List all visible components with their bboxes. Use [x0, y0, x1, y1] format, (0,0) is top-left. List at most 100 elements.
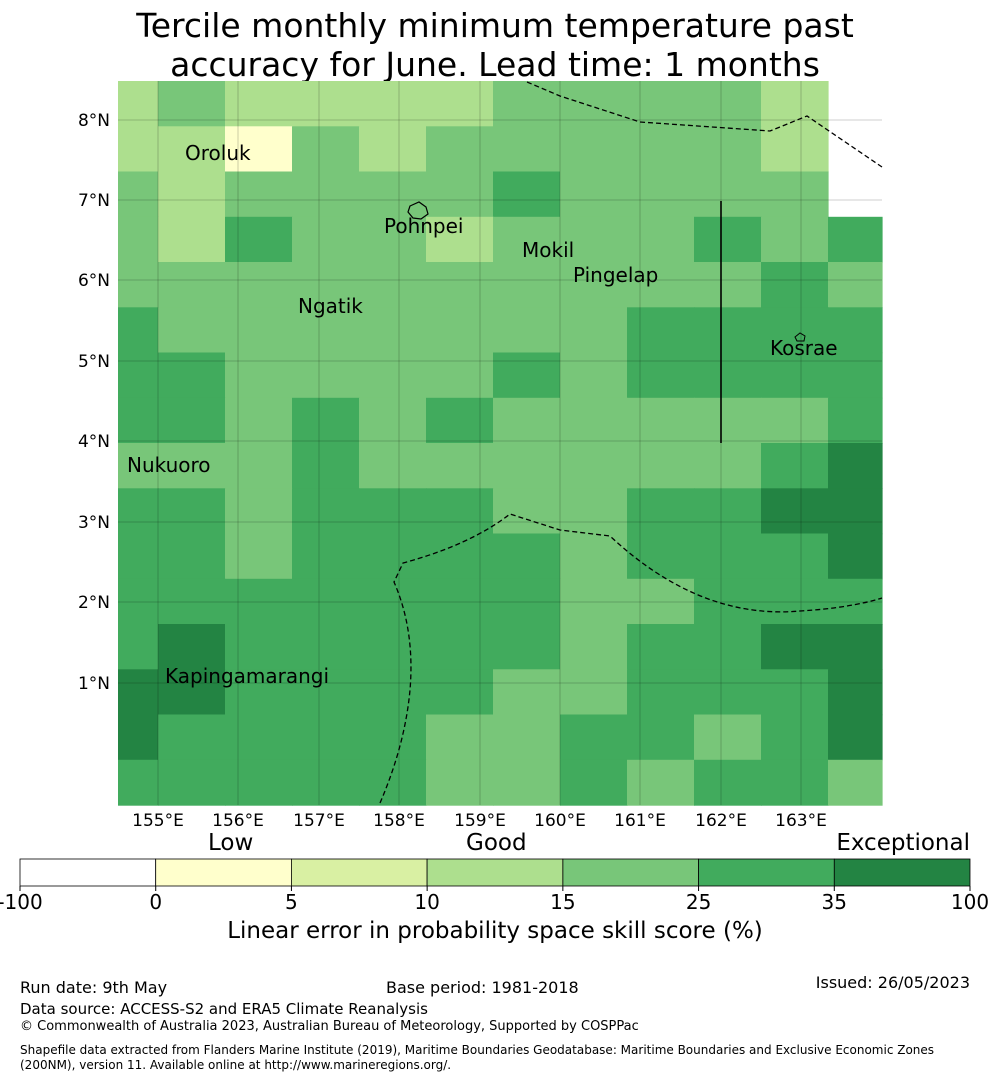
grid-cell	[493, 397, 561, 444]
grid-cell	[292, 81, 360, 127]
colorbar-segment	[562, 858, 700, 887]
grid-cell	[292, 352, 360, 399]
grid-cell	[627, 533, 695, 580]
grid-cell	[627, 307, 695, 354]
grid-cell	[761, 578, 829, 625]
base-period: Base period: 1981-2018	[386, 978, 579, 997]
grid-cell	[627, 262, 695, 308]
grid-cell	[158, 488, 226, 535]
grid-cell	[761, 759, 829, 806]
grid-cell	[493, 81, 561, 127]
grid-cell	[694, 81, 762, 127]
grid-cell	[292, 216, 360, 263]
grid-cell	[694, 624, 762, 670]
grid-cell	[560, 262, 628, 308]
grid-cell	[118, 171, 159, 218]
grid-cell	[426, 714, 494, 761]
grid-cell	[158, 714, 226, 761]
lon-tick-label: 157°E	[293, 811, 345, 831]
grid-cell	[292, 578, 360, 625]
latitude-labels: 8°N 7°N 6°N 5°N 4°N 3°N 2°N 1°N	[78, 111, 110, 694]
grid-cell	[118, 262, 159, 308]
grid-cell	[627, 624, 695, 670]
legend-label-low: Low	[208, 830, 254, 856]
grid-cell	[560, 126, 628, 173]
grid-cell	[560, 171, 628, 218]
title-line-1: Tercile monthly minimum temperature past	[136, 6, 854, 45]
grid-cell	[426, 397, 494, 444]
grid-cell	[118, 533, 159, 580]
colorbar-segments	[19, 858, 971, 887]
grid-cell	[493, 714, 561, 761]
grid-cell	[694, 443, 762, 489]
grid-cell	[828, 759, 883, 806]
grid-cell	[292, 126, 360, 173]
legend-label-good: Good	[466, 830, 527, 856]
grid-cell	[560, 397, 628, 444]
grid-cell	[359, 352, 427, 399]
grid-cell	[292, 443, 360, 489]
grid-cell	[225, 307, 293, 354]
islands	[407, 201, 806, 342]
grid-cell	[359, 216, 427, 263]
grid-cell	[359, 262, 427, 308]
grid-cell	[694, 714, 762, 761]
grid-cell	[761, 81, 829, 127]
grid-cell	[292, 171, 360, 218]
pohnpei-island	[407, 201, 429, 220]
grid-cell	[694, 307, 762, 354]
grid-cell	[359, 714, 427, 761]
grid-cell	[828, 262, 883, 308]
grid-cell	[426, 533, 494, 580]
grid-cell	[292, 488, 360, 535]
grid-cell	[761, 624, 829, 670]
grid-cell	[118, 352, 159, 399]
grid-cell	[627, 397, 695, 444]
grid-cell	[493, 624, 561, 670]
grid-cell	[493, 216, 561, 263]
lon-tick-label: 163°E	[775, 811, 827, 831]
grid-cell	[118, 126, 159, 173]
colorbar-segment	[155, 858, 292, 887]
grid-cell	[627, 443, 695, 489]
grid-cell	[627, 81, 695, 127]
grid-cell	[426, 759, 494, 806]
grid-cell	[225, 81, 293, 127]
colorbar-tick-label: 100	[951, 890, 989, 914]
grid-cell	[158, 443, 226, 489]
place-label: Mokil	[522, 238, 574, 262]
grid-cell	[158, 171, 226, 218]
colorbar-tick-label: -100	[0, 890, 43, 914]
lat-tick-label: 2°N	[78, 593, 110, 613]
grid-cell	[828, 624, 883, 670]
colorbar-tick-label: 15	[550, 890, 575, 914]
grid-cell	[158, 759, 226, 806]
colorbar-tick-label: 10	[414, 890, 439, 914]
grid-cell	[158, 533, 226, 580]
colorbar-ticks: -100 0 5 10 15 25 35 100	[0, 886, 989, 914]
kosrae-island	[794, 332, 806, 342]
grid-cell	[359, 171, 427, 218]
grid-cell	[292, 397, 360, 444]
colorbar-segment	[698, 858, 835, 887]
longitude-labels: 155°E 156°E 157°E 158°E 159°E 160°E 161°E 162°E…	[132, 811, 827, 831]
grid-cell	[426, 216, 494, 263]
grid-cell	[761, 397, 829, 444]
grid-cell	[426, 307, 494, 354]
grid-cell	[828, 397, 883, 444]
grid-cell	[426, 488, 494, 535]
grid-cell	[560, 669, 628, 716]
grid-cell	[359, 759, 427, 806]
lon-tick-label: 156°E	[212, 811, 264, 831]
grid-cell	[694, 488, 762, 535]
grid-cell	[359, 578, 427, 625]
grid-cell	[225, 262, 293, 308]
grid-cell	[292, 669, 360, 716]
grid-cell	[560, 307, 628, 354]
grid-cell	[118, 578, 159, 625]
run-date: Run date: 9th May	[20, 978, 168, 997]
grid-cell	[828, 488, 883, 535]
grid-cell	[627, 578, 695, 625]
